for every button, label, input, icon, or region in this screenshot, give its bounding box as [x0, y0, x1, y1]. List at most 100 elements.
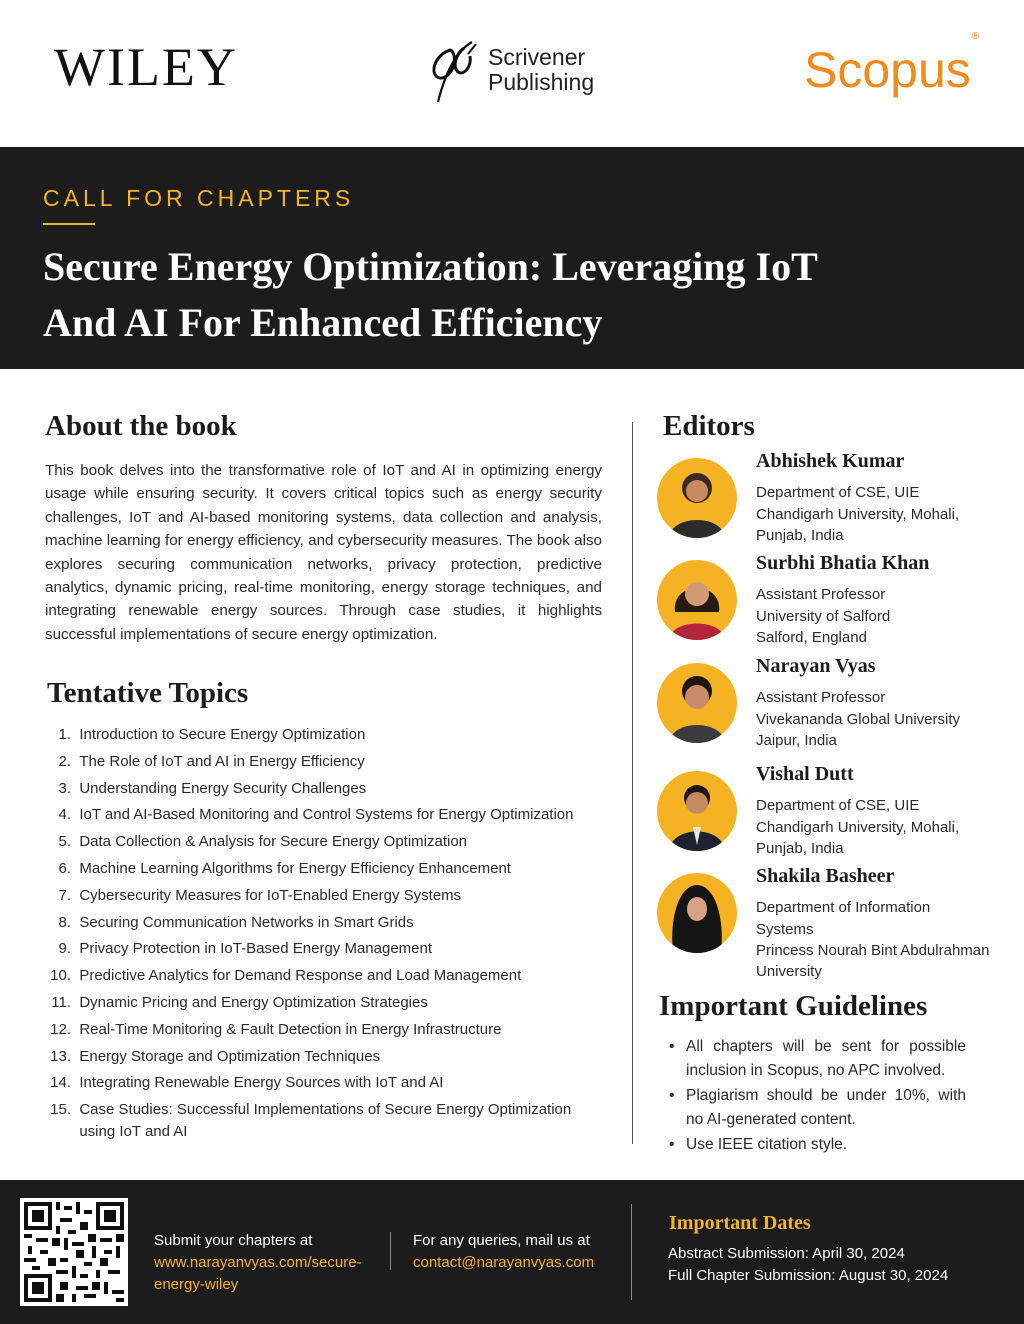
topic-item: 7. Cybersecurity Measures for IoT-Enable… — [47, 885, 607, 907]
guideline-item: Use IEEE citation style. — [668, 1133, 966, 1157]
topic-item: 2. The Role of IoT and AI in Energy Effi… — [47, 751, 607, 773]
topic-item: 12. Real-Time Monitoring & Fault Detecti… — [47, 1019, 607, 1041]
topic-item: 4. IoT and AI-Based Monitoring and Contr… — [47, 804, 607, 826]
topic-text: Machine Learning Algorithms for Energy E… — [79, 859, 511, 877]
scrivener-line1: Scrivener — [488, 44, 586, 70]
topic-number: 9. — [58, 940, 71, 958]
editor-affiliation-line: University — [756, 963, 822, 980]
topic-number: 4. — [58, 806, 71, 824]
guideline-item: Plagiarism should be under 10%, with no … — [668, 1084, 966, 1132]
editor-affiliation-line: Chandigarh University, Mohali, — [756, 819, 960, 836]
editor-affiliation-line: University of Salford — [756, 608, 891, 625]
editor-affiliation-line: Punjab, India — [756, 840, 844, 857]
avatar — [657, 663, 737, 743]
topic-number: 3. — [58, 779, 71, 797]
book-title-line1: Secure Energy Optimization: Leveraging I… — [43, 244, 818, 289]
editor-affiliation-line: Assistant Professor — [756, 586, 886, 603]
important-dates-heading: Important Dates — [669, 1212, 811, 1234]
topic-text: Predictive Analytics for Demand Response… — [79, 967, 522, 985]
topic-text: The Role of IoT and AI in Energy Efficie… — [79, 752, 365, 770]
avatar — [657, 873, 737, 953]
topic-item: 14. Integrating Renewable Energy Sources… — [47, 1072, 607, 1094]
wiley-logo: WILEY — [54, 37, 238, 97]
topic-item: 9. Privacy Protection in IoT-Based Energ… — [47, 938, 607, 960]
topic-text: Dynamic Pricing and Energy Optimization … — [79, 993, 428, 1011]
guidelines-list: All chapters will be sent for possible i… — [668, 1035, 966, 1158]
topic-text: Privacy Protection in IoT-Based Energy M… — [79, 940, 433, 958]
query-email-link[interactable]: contact@narayanvyas.com — [413, 1254, 595, 1271]
abstract-date: Abstract Submission: April 30, 2024 — [668, 1245, 905, 1262]
topic-number: 14. — [50, 1074, 71, 1092]
hero-banner: CALL FOR CHAPTERS Secure Energy Optimiza… — [0, 147, 1024, 369]
submit-url-line1[interactable]: www.narayanvyas.com/secure- — [154, 1254, 362, 1271]
topic-number: 2. — [58, 752, 71, 770]
topic-number: 1. — [58, 726, 71, 743]
avatar — [657, 771, 737, 851]
topic-number: 7. — [58, 886, 71, 904]
topic-text: Energy Storage and Optimization Techniqu… — [79, 1047, 381, 1065]
topic-text: Case Studies: Successful Implementations… — [79, 1101, 572, 1141]
editor-affiliation-line: Chandigarh University, Mohali, — [756, 506, 960, 523]
submit-label: Submit your chapters at — [154, 1232, 313, 1249]
topic-text: Securing Communication Networks in Smart… — [79, 913, 414, 931]
about-heading: About the book — [45, 410, 237, 442]
topic-number: 10. — [50, 967, 71, 985]
editor-affiliation-line: Department of CSE, UIE — [756, 797, 920, 814]
editor-affiliation-line: Princess Nourah Bint Abdulrahman — [756, 942, 990, 959]
footer-divider — [631, 1204, 632, 1300]
topic-number: 11. — [51, 993, 71, 1011]
topics-heading: Tentative Topics — [47, 677, 249, 709]
editor-affiliation-line: Department of Information — [756, 899, 931, 916]
topic-number: 5. — [58, 833, 71, 851]
topic-number: 8. — [58, 913, 71, 931]
topic-number: 13. — [50, 1047, 71, 1065]
topic-item: 6. Machine Learning Algorithms for Energ… — [47, 858, 607, 880]
topic-item: 10. Predictive Analytics for Demand Resp… — [47, 965, 607, 987]
topic-item: 11. Dynamic Pricing and Energy Optimizat… — [47, 992, 607, 1014]
editor-name: Abhishek Kumar — [756, 450, 905, 472]
topic-number: 12. — [50, 1020, 71, 1038]
scopus-wordmark: Scopus — [804, 42, 971, 98]
editor-name: Shakila Basheer — [756, 865, 895, 887]
call-for-chapters-kicker: CALL FOR CHAPTERS — [43, 185, 355, 211]
topic-text: Integrating Renewable Energy Sources wit… — [79, 1074, 444, 1092]
editor-affiliation-line: Vivekananda Global University — [756, 711, 961, 728]
editor-affiliation-line: Department of CSE, UIE — [756, 484, 920, 501]
scopus-logo: Scopus® — [804, 32, 979, 98]
chapter-date: Full Chapter Submission: August 30, 2024 — [668, 1267, 949, 1284]
guideline-item: All chapters will be sent for possible i… — [668, 1035, 966, 1083]
kicker-underline — [43, 223, 95, 225]
avatar — [657, 458, 737, 538]
footer-bar: Submit your chapters at www.narayanvyas.… — [0, 1180, 1024, 1324]
scrivener-line2: Publishing — [488, 69, 595, 95]
topic-text: Data Collection & Analysis for Secure En… — [79, 833, 468, 851]
topic-item: 15. Case Studies: Successful Implementat… — [47, 1099, 607, 1143]
editor-name: Narayan Vyas — [756, 655, 876, 677]
book-title: Secure Energy Optimization: Leveraging I… — [43, 239, 943, 351]
topic-item: 8. Securing Communication Networks in Sm… — [47, 912, 607, 934]
guidelines-heading: Important Guidelines — [659, 990, 928, 1022]
scrivener-pen-icon — [432, 41, 477, 103]
qr-code[interactable] — [20, 1198, 128, 1306]
topic-text: IoT and AI-Based Monitoring and Control … — [79, 806, 574, 824]
avatar — [657, 560, 737, 640]
query-label: For any queries, mail us at — [413, 1232, 590, 1249]
editor-affiliation-line: Systems — [756, 921, 814, 938]
topic-item: 1. Introduction to Secure Energy Optimiz… — [47, 724, 607, 746]
registered-mark: ® — [971, 31, 980, 43]
footer-divider — [390, 1232, 391, 1270]
editor-affiliation-line: Punjab, India — [756, 527, 844, 544]
topic-item: 5. Data Collection & Analysis for Secure… — [47, 831, 607, 853]
topic-item: 3. Understanding Energy Security Challen… — [47, 778, 607, 800]
topic-number: 6. — [58, 859, 71, 877]
editor-name: Surbhi Bhatia Khan — [756, 552, 930, 574]
submit-url-line2[interactable]: energy-wiley — [154, 1276, 239, 1293]
editor-affiliation-line: Jaipur, India — [756, 732, 837, 749]
topic-text: Introduction to Secure Energy Optimizati… — [79, 726, 366, 743]
topic-text: Real-Time Monitoring & Fault Detection i… — [79, 1020, 502, 1038]
scrivener-publishing-logo: Scrivener Publishing — [428, 40, 608, 104]
topics-list: 1. Introduction to Secure Energy Optimiz… — [47, 724, 607, 1148]
topic-text: Understanding Energy Security Challenges — [79, 779, 367, 797]
editor-name: Vishal Dutt — [756, 763, 854, 785]
editors-heading: Editors — [663, 410, 755, 442]
